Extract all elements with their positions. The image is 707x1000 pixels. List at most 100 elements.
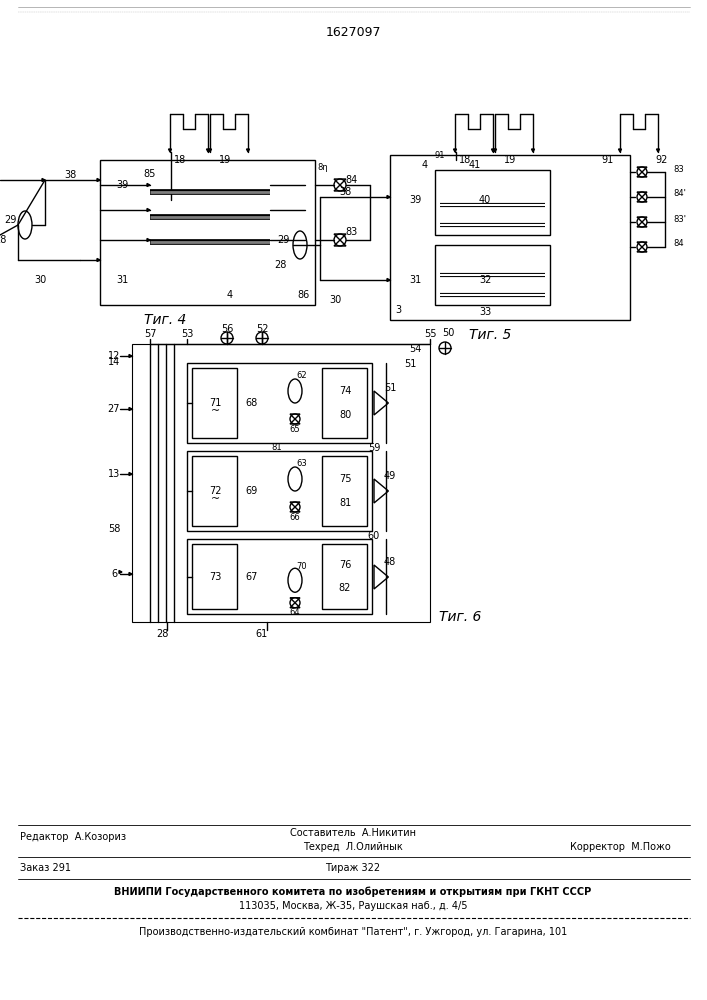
Text: Заказ 291: Заказ 291	[20, 863, 71, 873]
Polygon shape	[374, 479, 388, 503]
Text: 113035, Москва, Ж-35, Раушская наб., д. 4/5: 113035, Москва, Ж-35, Раушская наб., д. …	[239, 901, 467, 911]
Text: ВНИИПИ Государственного комитета по изобретениям и открытиям при ГКНТ СССР: ВНИИПИ Государственного комитета по изоб…	[115, 887, 592, 897]
Text: 92: 92	[656, 155, 668, 165]
Polygon shape	[637, 242, 647, 247]
Text: Техред  Л.Олийнык: Техред Л.Олийнык	[303, 842, 403, 852]
Text: 49: 49	[384, 471, 396, 481]
Bar	[187, 451, 372, 531]
Bar	[390, 155, 630, 320]
Text: 86: 86	[298, 290, 310, 300]
Text: 56: 56	[221, 324, 233, 334]
Text: 31: 31	[409, 275, 421, 285]
Bar	[322, 456, 367, 526]
Text: 76: 76	[339, 560, 351, 570]
Polygon shape	[637, 192, 647, 197]
Polygon shape	[334, 240, 346, 246]
Polygon shape	[147, 209, 150, 212]
Polygon shape	[290, 414, 300, 419]
Text: 51: 51	[404, 359, 416, 369]
Text: 83: 83	[673, 164, 684, 174]
Polygon shape	[387, 278, 390, 282]
Text: 4: 4	[227, 290, 233, 300]
Text: 85: 85	[144, 169, 156, 179]
Polygon shape	[119, 570, 122, 574]
Bar	[322, 368, 367, 438]
Text: 28: 28	[156, 629, 168, 639]
Text: Составитель  А.Никитин: Составитель А.Никитин	[290, 828, 416, 838]
Text: 75: 75	[339, 474, 351, 484]
Polygon shape	[209, 149, 211, 152]
Polygon shape	[453, 149, 457, 152]
Text: 28: 28	[0, 235, 6, 245]
Text: 84: 84	[673, 239, 684, 248]
Polygon shape	[42, 178, 45, 182]
Text: 63: 63	[297, 460, 308, 468]
Text: 13: 13	[108, 469, 120, 479]
Polygon shape	[374, 565, 388, 589]
Text: 68: 68	[246, 398, 258, 408]
Polygon shape	[637, 247, 647, 252]
Polygon shape	[619, 149, 621, 152]
Text: 48: 48	[384, 557, 396, 567]
Polygon shape	[290, 598, 300, 603]
Text: 6: 6	[111, 569, 117, 579]
Text: 29: 29	[4, 215, 16, 225]
Text: 71: 71	[209, 398, 221, 408]
Polygon shape	[637, 222, 647, 227]
Text: 39: 39	[116, 180, 128, 190]
Text: 4: 4	[422, 160, 428, 170]
Polygon shape	[168, 149, 172, 152]
Polygon shape	[290, 603, 300, 608]
Text: 18: 18	[459, 155, 472, 165]
Text: 81: 81	[271, 444, 282, 452]
Text: 54: 54	[409, 344, 421, 354]
Text: 58: 58	[107, 524, 120, 534]
Polygon shape	[491, 149, 494, 152]
Text: 33: 33	[479, 307, 491, 317]
Polygon shape	[493, 149, 496, 152]
Text: 84: 84	[346, 175, 358, 185]
Text: 53: 53	[181, 329, 193, 339]
Text: 19: 19	[219, 155, 231, 165]
Text: 19: 19	[504, 155, 516, 165]
Text: 60: 60	[368, 531, 380, 541]
Text: Тираж 322: Тираж 322	[325, 863, 380, 873]
Text: 38: 38	[339, 187, 351, 197]
Text: 8η: 8η	[317, 163, 328, 172]
Text: 31: 31	[116, 275, 128, 285]
Polygon shape	[374, 391, 388, 415]
Text: 38: 38	[64, 170, 76, 180]
Text: 30: 30	[34, 275, 46, 285]
Bar	[322, 544, 367, 609]
Text: 74: 74	[339, 386, 351, 396]
Text: ~: ~	[211, 406, 220, 416]
Text: 55: 55	[423, 329, 436, 339]
Polygon shape	[637, 167, 647, 172]
Text: 18: 18	[174, 155, 186, 165]
Text: 27: 27	[107, 404, 120, 414]
Polygon shape	[97, 178, 100, 182]
Polygon shape	[334, 185, 346, 191]
Text: 41: 41	[469, 160, 481, 170]
Text: 69: 69	[246, 486, 258, 496]
Bar	[192, 456, 237, 526]
Text: 52: 52	[256, 324, 268, 334]
Bar	[192, 368, 237, 438]
Text: Τиг. 4: Τиг. 4	[144, 313, 186, 327]
Text: 73: 73	[209, 572, 221, 582]
Text: 50: 50	[442, 328, 454, 338]
Text: Τиг. 6: Τиг. 6	[439, 610, 481, 624]
Text: 83: 83	[346, 227, 358, 237]
Bar	[187, 363, 372, 443]
Polygon shape	[290, 419, 300, 424]
Polygon shape	[206, 149, 209, 152]
Text: 14: 14	[108, 357, 120, 367]
Bar	[187, 539, 372, 614]
Polygon shape	[97, 258, 100, 261]
Text: Корректор  М.Пожо: Корректор М.Пожо	[570, 842, 670, 852]
Text: 67: 67	[246, 572, 258, 582]
Polygon shape	[637, 197, 647, 202]
Text: 64: 64	[290, 608, 300, 617]
Text: Редактор  А.Козориз: Редактор А.Козориз	[20, 832, 126, 842]
Polygon shape	[129, 572, 132, 576]
